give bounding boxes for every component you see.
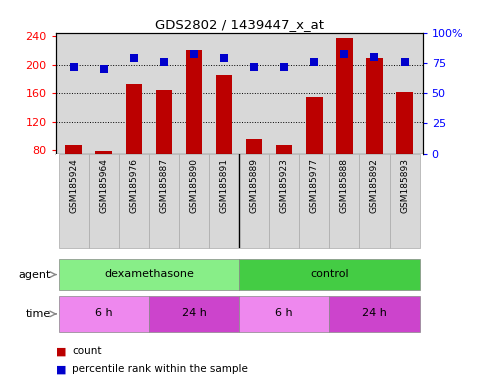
Bar <box>185 50 202 207</box>
Text: 6 h: 6 h <box>275 308 293 318</box>
Point <box>280 63 288 70</box>
Bar <box>149 154 179 248</box>
Bar <box>149 296 239 332</box>
Point <box>70 63 77 70</box>
Bar <box>58 259 239 290</box>
Bar <box>209 154 239 248</box>
Text: GSM185964: GSM185964 <box>99 158 108 213</box>
Text: GSM185887: GSM185887 <box>159 158 169 213</box>
Text: GSM185889: GSM185889 <box>250 158 258 213</box>
Text: GSM185892: GSM185892 <box>370 158 379 213</box>
Point <box>401 59 409 65</box>
Bar <box>179 154 209 248</box>
Bar <box>156 89 172 207</box>
Point <box>311 59 318 65</box>
Bar <box>336 38 353 207</box>
Bar <box>58 154 89 248</box>
Point <box>220 55 228 61</box>
Bar <box>119 154 149 248</box>
Text: GSM185893: GSM185893 <box>400 158 409 213</box>
Text: GSM185923: GSM185923 <box>280 158 289 213</box>
Text: GSM185976: GSM185976 <box>129 158 138 213</box>
Bar <box>239 259 420 290</box>
Text: 6 h: 6 h <box>95 308 113 318</box>
Bar <box>389 154 420 248</box>
Point <box>160 59 168 65</box>
Bar <box>246 139 262 207</box>
Text: GSM185888: GSM185888 <box>340 158 349 213</box>
Text: count: count <box>72 346 102 356</box>
Point <box>100 66 108 72</box>
Bar <box>276 145 293 207</box>
Bar <box>396 92 413 207</box>
Bar <box>58 296 149 332</box>
Bar <box>89 154 119 248</box>
Bar <box>306 97 323 207</box>
Text: dexamethasone: dexamethasone <box>104 269 194 279</box>
Bar <box>96 151 112 207</box>
Bar <box>366 58 383 207</box>
Text: agent: agent <box>18 270 51 280</box>
Bar <box>216 75 232 207</box>
Point <box>130 55 138 61</box>
Text: time: time <box>26 309 51 319</box>
Text: percentile rank within the sample: percentile rank within the sample <box>72 364 248 374</box>
Bar <box>299 154 329 248</box>
Point <box>341 51 348 58</box>
Text: control: control <box>310 269 349 279</box>
Title: GDS2802 / 1439447_x_at: GDS2802 / 1439447_x_at <box>155 18 324 31</box>
Text: ■: ■ <box>56 346 66 356</box>
Bar <box>239 154 269 248</box>
Bar <box>329 296 420 332</box>
Bar <box>239 296 329 332</box>
Bar <box>126 84 142 207</box>
Bar <box>269 154 299 248</box>
Text: GSM185890: GSM185890 <box>189 158 199 213</box>
Bar <box>329 154 359 248</box>
Text: 24 h: 24 h <box>182 308 206 318</box>
Text: 24 h: 24 h <box>362 308 387 318</box>
Point <box>250 63 258 70</box>
Point <box>190 51 198 58</box>
Point <box>370 54 378 60</box>
Text: GSM185924: GSM185924 <box>69 158 78 213</box>
Text: ■: ■ <box>56 364 66 374</box>
Text: GSM185977: GSM185977 <box>310 158 319 213</box>
Bar <box>359 154 389 248</box>
Text: GSM185891: GSM185891 <box>220 158 228 213</box>
Bar <box>65 145 82 207</box>
